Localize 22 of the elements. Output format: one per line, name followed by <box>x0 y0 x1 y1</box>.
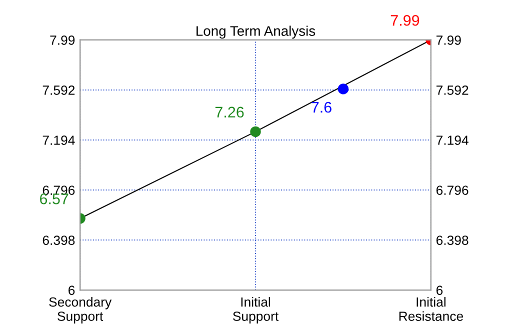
point <box>250 126 261 138</box>
y2-tick-label: 6 <box>436 286 443 295</box>
chart-title: Long Term Analysis <box>196 26 316 39</box>
data-label: 7.99 <box>390 14 420 26</box>
y2-tick-label: 7.99 <box>436 35 461 45</box>
y2-tick-label: 7.194 <box>436 136 468 145</box>
y-tick-label: 7.592 <box>42 86 75 95</box>
y2-tick-label: 6.796 <box>436 186 468 195</box>
y-tick-label: 6 <box>68 286 75 295</box>
y2-tick-label: 7.592 <box>436 86 468 95</box>
x-tick-label: Secondary Support <box>49 297 112 324</box>
x-tick-label: Initial Resistance <box>399 297 463 321</box>
y-tick-label: 6.796 <box>42 186 75 195</box>
data-label: 7.6 <box>312 102 332 113</box>
x-tick-label: Initial Support <box>233 297 279 324</box>
y-tick-label: 7.99 <box>50 35 75 45</box>
y-tick-label: 7.194 <box>42 136 75 145</box>
point <box>338 84 349 94</box>
data-label: 6.57 <box>40 193 68 204</box>
data-label: 7.26 <box>215 106 244 118</box>
y2-tick-label: 6.398 <box>436 236 468 245</box>
y-tick-label: 6.398 <box>42 236 75 245</box>
